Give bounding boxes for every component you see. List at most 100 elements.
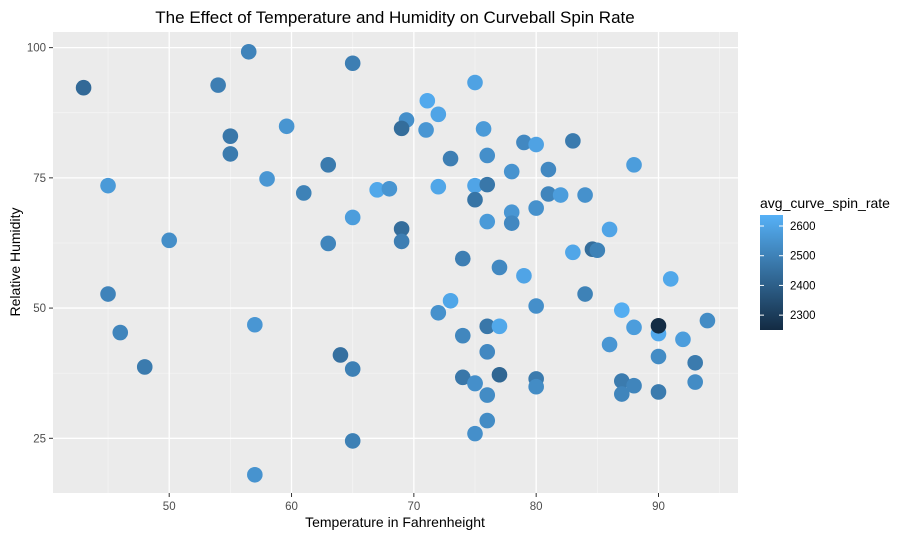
data-point xyxy=(240,43,257,60)
data-point xyxy=(467,177,483,194)
data-points xyxy=(75,43,716,483)
data-point xyxy=(393,120,410,137)
data-point xyxy=(467,375,483,391)
data-point xyxy=(601,221,618,238)
x-axis-title: Temperature in Fahrenheight xyxy=(305,514,485,530)
data-point xyxy=(662,271,679,287)
data-point xyxy=(161,232,178,249)
data-point xyxy=(626,377,642,394)
data-point xyxy=(344,361,361,377)
data-point xyxy=(613,373,630,389)
data-point xyxy=(687,374,703,390)
data-point xyxy=(589,242,606,259)
data-point xyxy=(479,344,496,360)
data-point xyxy=(344,55,361,72)
x-tick-label: 80 xyxy=(530,501,543,513)
data-point xyxy=(112,324,129,341)
data-point xyxy=(75,79,92,96)
data-point xyxy=(442,150,459,167)
data-point xyxy=(528,378,544,395)
data-point xyxy=(516,134,532,151)
data-point xyxy=(210,77,226,93)
data-point xyxy=(491,259,508,276)
y-axis: 25 50 75 100 xyxy=(27,43,53,445)
data-point xyxy=(699,312,716,329)
data-point xyxy=(381,180,398,197)
major-gridlines xyxy=(53,32,738,493)
data-point xyxy=(479,213,496,230)
data-point xyxy=(491,318,508,335)
data-point xyxy=(565,244,581,261)
legend-tick-label: 2600 xyxy=(790,221,816,233)
data-point xyxy=(613,386,630,402)
data-point xyxy=(393,221,410,237)
data-point xyxy=(320,157,337,173)
colorbar-ticks: 2300 2400 2500 2600 xyxy=(760,221,816,322)
legend-tick-label: 2400 xyxy=(790,280,816,292)
data-point xyxy=(454,327,471,344)
data-point xyxy=(503,204,520,221)
data-point xyxy=(369,182,385,198)
data-point xyxy=(650,384,667,400)
y-tick-label: 25 xyxy=(33,433,46,445)
data-point xyxy=(479,412,496,429)
data-point xyxy=(222,128,239,144)
data-point xyxy=(675,331,691,348)
x-tick-label: 60 xyxy=(285,501,298,513)
legend-title: avg_curve_spin_rate xyxy=(760,195,890,211)
data-point xyxy=(278,118,295,135)
data-point xyxy=(222,146,239,162)
data-point xyxy=(528,200,544,216)
data-point xyxy=(442,292,459,309)
x-axis: 50 60 70 80 90 xyxy=(163,493,665,513)
chart-title: The Effect of Temperature and Humidity o… xyxy=(155,8,634,27)
data-point xyxy=(430,178,447,195)
data-point xyxy=(540,186,557,202)
data-point xyxy=(491,366,508,383)
x-tick-label: 90 xyxy=(652,501,665,513)
data-point xyxy=(295,185,312,201)
data-point xyxy=(479,318,496,335)
data-point xyxy=(247,466,263,483)
data-point xyxy=(418,122,434,138)
data-point xyxy=(344,433,361,449)
data-point xyxy=(259,171,275,187)
data-point xyxy=(613,302,630,318)
data-point xyxy=(626,157,642,173)
data-point xyxy=(247,316,263,333)
data-point xyxy=(552,187,569,203)
y-tick-label: 75 xyxy=(33,173,46,185)
data-point xyxy=(601,336,618,353)
data-point xyxy=(516,267,532,284)
data-point xyxy=(100,177,116,194)
x-tick-label: 50 xyxy=(163,501,176,513)
data-point xyxy=(467,191,483,208)
data-point xyxy=(565,133,581,149)
legend-tick-label: 2300 xyxy=(790,310,816,322)
data-point xyxy=(454,369,471,386)
data-point xyxy=(503,215,520,231)
y-axis-title: Relative Humidity xyxy=(7,208,23,317)
data-point xyxy=(479,147,496,164)
data-point xyxy=(503,163,520,180)
data-point xyxy=(454,250,471,267)
data-point xyxy=(430,304,447,321)
data-point xyxy=(626,319,642,336)
data-point xyxy=(687,354,703,371)
data-point xyxy=(528,298,544,314)
data-point xyxy=(320,235,337,252)
data-point xyxy=(479,176,496,193)
plot-panel xyxy=(53,32,738,493)
data-point xyxy=(650,348,667,365)
data-point xyxy=(479,387,496,403)
data-point xyxy=(577,286,593,302)
colorbar xyxy=(760,215,783,330)
data-point xyxy=(430,106,447,123)
data-point xyxy=(467,74,483,91)
data-point xyxy=(467,425,483,442)
data-point xyxy=(650,317,667,334)
x-tick-label: 70 xyxy=(407,501,420,513)
data-point xyxy=(393,233,410,250)
color-legend: avg_curve_spin_rate 2300 2400 2500 2600 xyxy=(760,195,890,330)
data-point xyxy=(332,347,349,363)
